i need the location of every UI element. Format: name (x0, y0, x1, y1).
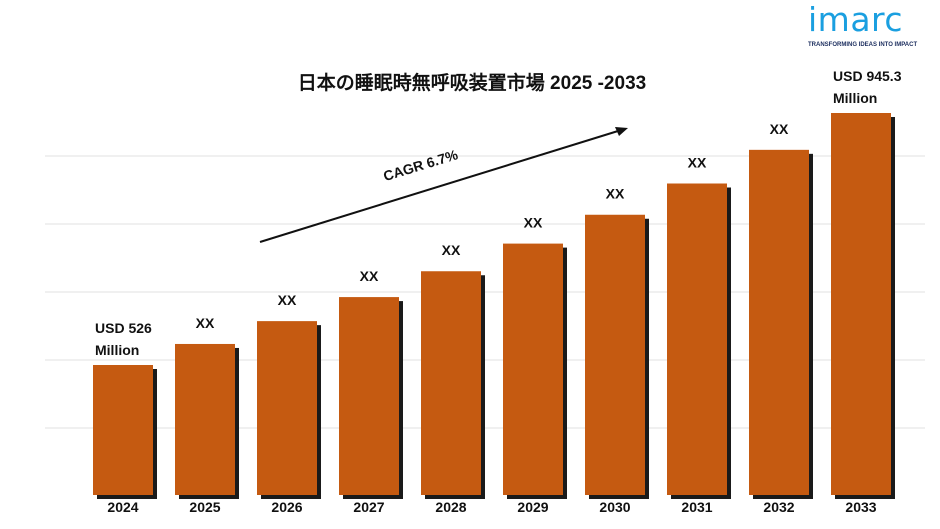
cagr-arrow-line (259, 130, 619, 243)
x-tick-2033: 2033 (845, 499, 876, 515)
bar-2024 (93, 365, 153, 495)
data-label-2026: XX (278, 292, 297, 308)
x-tick-2029: 2029 (517, 499, 548, 515)
logo-wordmark: imarc (808, 0, 904, 39)
bar-2028 (421, 271, 481, 495)
bar-2027 (339, 297, 399, 495)
x-tick-2030: 2030 (599, 499, 630, 515)
data-label-2024: USD 526 Million (95, 320, 152, 358)
bar-2029 (503, 243, 563, 495)
bar-2033 (831, 113, 891, 495)
chart-title: 日本の睡眠時無呼吸装置市場 2025 -2033 (298, 71, 646, 94)
logo-tagline: TRANSFORMING IDEAS INTO IMPACT (808, 42, 918, 48)
x-tick-2027: 2027 (353, 499, 384, 515)
bars (93, 113, 895, 500)
data-label-2027: XX (360, 268, 379, 284)
data-labels: USD 526 Million XX XX XX XX XX XX XX XX USD 945.3 M… (95, 68, 902, 358)
bar-2030 (585, 214, 645, 496)
bar-2032 (749, 149, 809, 495)
data-label-2031: XX (688, 154, 707, 170)
x-tick-2032: 2032 (763, 499, 794, 515)
data-label-2029: XX (524, 215, 543, 231)
x-tick-2031: 2031 (681, 499, 712, 515)
data-label-2030: XX (606, 186, 625, 202)
x-tick-2025: 2025 (189, 499, 220, 515)
x-tick-2024: 2024 (107, 499, 138, 515)
data-label-2033: USD 945.3 Million (833, 68, 902, 106)
x-tick-2028: 2028 (435, 499, 466, 515)
x-tick-labels: 2024 2025 2026 2027 2028 2029 2030 2031 2032 2033 (107, 499, 876, 515)
bar-2026 (257, 321, 317, 495)
bar-2031 (667, 183, 727, 495)
cagr-annotation: CAGR 6.7% (381, 146, 460, 184)
cagr-arrow-head (615, 127, 628, 136)
data-label-2025: XX (196, 315, 215, 331)
imarc-logo: imarc TRANSFORMING IDEAS INTO IMPACT (808, 0, 928, 52)
data-label-2028: XX (442, 242, 461, 258)
cagr-arrow (259, 127, 628, 243)
data-label-2032: XX (770, 121, 789, 137)
x-tick-2026: 2026 (271, 499, 302, 515)
bar-2025 (175, 343, 235, 495)
